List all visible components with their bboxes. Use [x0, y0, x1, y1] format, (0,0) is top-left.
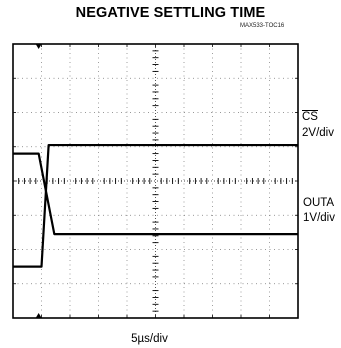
chart-title: NEGATIVE SETTLING TIME	[75, 5, 266, 21]
time-scale-label: 5µs/div	[131, 333, 168, 345]
trigger-marker-top	[35, 44, 42, 49]
grid	[13, 44, 298, 318]
traces	[13, 143, 298, 268]
trace-outa	[13, 152, 298, 236]
cs-scale-label: 2V/div	[302, 127, 334, 139]
outa-scale-label: 1V/div	[303, 212, 335, 224]
trace-cs	[13, 143, 298, 268]
trigger-marker-bottom	[35, 313, 42, 318]
figure-code: MAX533-TOC16	[240, 23, 285, 29]
cs-channel-label: CS	[302, 111, 318, 123]
outa-channel-label: OUTA	[303, 197, 335, 209]
